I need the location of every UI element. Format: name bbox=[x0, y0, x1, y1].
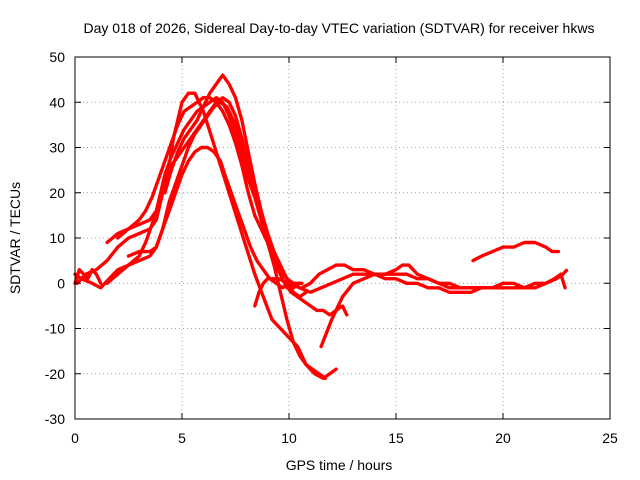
y-tick-label: 30 bbox=[49, 140, 65, 156]
y-tick-label: -30 bbox=[45, 411, 65, 427]
y-axis-label: SDTVAR / TECUs bbox=[7, 182, 23, 294]
y-axis: -30 -20 -10 0 10 20 30 40 50 bbox=[45, 49, 610, 427]
y-tick-label: -20 bbox=[45, 366, 65, 382]
series-6-line bbox=[116, 96, 295, 285]
x-tick-label: 15 bbox=[388, 430, 404, 446]
x-axis-label: GPS time / hours bbox=[286, 457, 393, 473]
series-14-line bbox=[73, 268, 103, 285]
y-tick-label: 50 bbox=[49, 49, 65, 65]
x-tick-label: 25 bbox=[602, 430, 618, 446]
series-1-line bbox=[73, 145, 304, 290]
y-tick-label: 10 bbox=[49, 230, 65, 246]
x-tick-label: 5 bbox=[178, 430, 186, 446]
x-tick-label: 0 bbox=[71, 430, 79, 446]
series-13-line bbox=[514, 272, 567, 290]
y-tick-label: -10 bbox=[45, 321, 65, 337]
x-tick-label: 10 bbox=[281, 430, 297, 446]
series-10-line bbox=[319, 263, 484, 349]
grid bbox=[75, 57, 610, 419]
y-tick-label: 40 bbox=[49, 94, 65, 110]
y-tick-label: 20 bbox=[49, 185, 65, 201]
chart-title: Day 018 of 2026, Sidereal Day-to-day VTE… bbox=[84, 20, 595, 36]
x-tick-label: 20 bbox=[495, 430, 511, 446]
series-11-line bbox=[471, 240, 561, 263]
series-8-line bbox=[253, 272, 527, 308]
x-axis: 0 5 10 15 20 25 bbox=[71, 57, 618, 446]
series-7-line bbox=[126, 100, 349, 317]
series-group bbox=[73, 73, 569, 380]
y-tick-label: 0 bbox=[57, 275, 65, 291]
